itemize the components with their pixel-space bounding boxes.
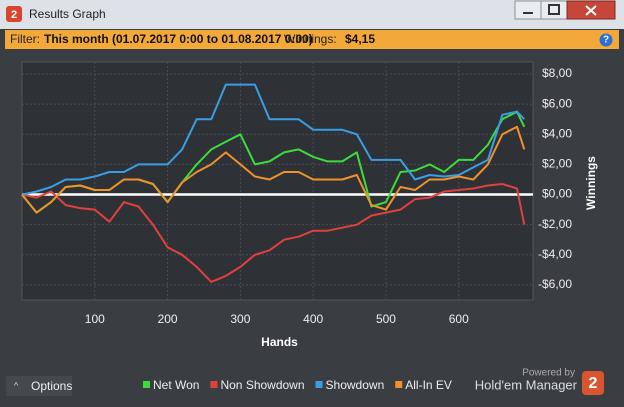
window-title: Results Graph: [29, 7, 106, 21]
series-line: [21, 83, 526, 196]
x-tick-label: 100: [85, 312, 105, 326]
options-caret: ^: [14, 380, 19, 390]
filter-value: This month (01.07.2017 0:00 to 01.08.201…: [44, 32, 313, 46]
filter-label: Filter:: [10, 32, 40, 46]
minimize-button[interactable]: [514, 0, 542, 20]
legend-swatch: [315, 381, 323, 388]
legend-label: Non Showdown: [220, 378, 304, 392]
legend-label: Net Won: [153, 378, 199, 392]
x-tick-label: 200: [158, 312, 178, 326]
brand-icon-text: 2: [589, 375, 598, 392]
winnings-label: Winnings:: [284, 32, 337, 46]
help-icon: ?: [603, 35, 609, 46]
y-tick-label: $4,00: [542, 126, 572, 140]
legend-swatch: [210, 381, 218, 388]
y-tick-label: $6,00: [542, 96, 572, 110]
series-line: [21, 125, 526, 214]
x-tick-label: 600: [449, 312, 469, 326]
series-line: [21, 183, 526, 283]
x-tick-label: 500: [376, 312, 396, 326]
help-button[interactable]: [599, 33, 613, 47]
plot-area: [21, 61, 534, 301]
close-icon: [585, 5, 597, 16]
chart: -$6,00 -$4,00 -$2,00 $0,00 $2,00 $4,00 $6,00 $8…: [21, 62, 598, 392]
x-tick-label: 400: [303, 312, 323, 326]
app-icon-text: 2: [11, 9, 17, 21]
options-label: Options: [31, 379, 72, 393]
legend-swatch: [395, 381, 403, 388]
legend-swatch: [143, 381, 150, 388]
x-tick-label: 300: [230, 312, 250, 326]
y-tick-label: -$4,00: [538, 247, 572, 261]
y-tick-label: $8,00: [542, 66, 572, 80]
app-icon: [6, 6, 22, 22]
y-tick-label: $2,00: [542, 157, 572, 171]
y-tick-label: $0,00: [542, 187, 572, 201]
maximize-button[interactable]: [540, 0, 568, 20]
winnings-value: $4,15: [345, 32, 375, 46]
y-tick-label: -$6,00: [538, 277, 572, 291]
y-tick-label: -$2,00: [538, 217, 572, 231]
maximize-icon: [548, 4, 560, 15]
brand-icon: [582, 371, 604, 395]
legend-label: All-In EV: [405, 378, 452, 392]
brand: Hold'em Manager: [475, 377, 578, 392]
powered-by: Powered by: [522, 368, 575, 379]
filter-bar: [5, 30, 619, 49]
legend-label: Showdown: [326, 378, 385, 392]
options-button[interactable]: [6, 376, 72, 396]
y-axis-label: Winnings: [584, 156, 598, 210]
x-axis-label: Hands: [261, 335, 298, 349]
